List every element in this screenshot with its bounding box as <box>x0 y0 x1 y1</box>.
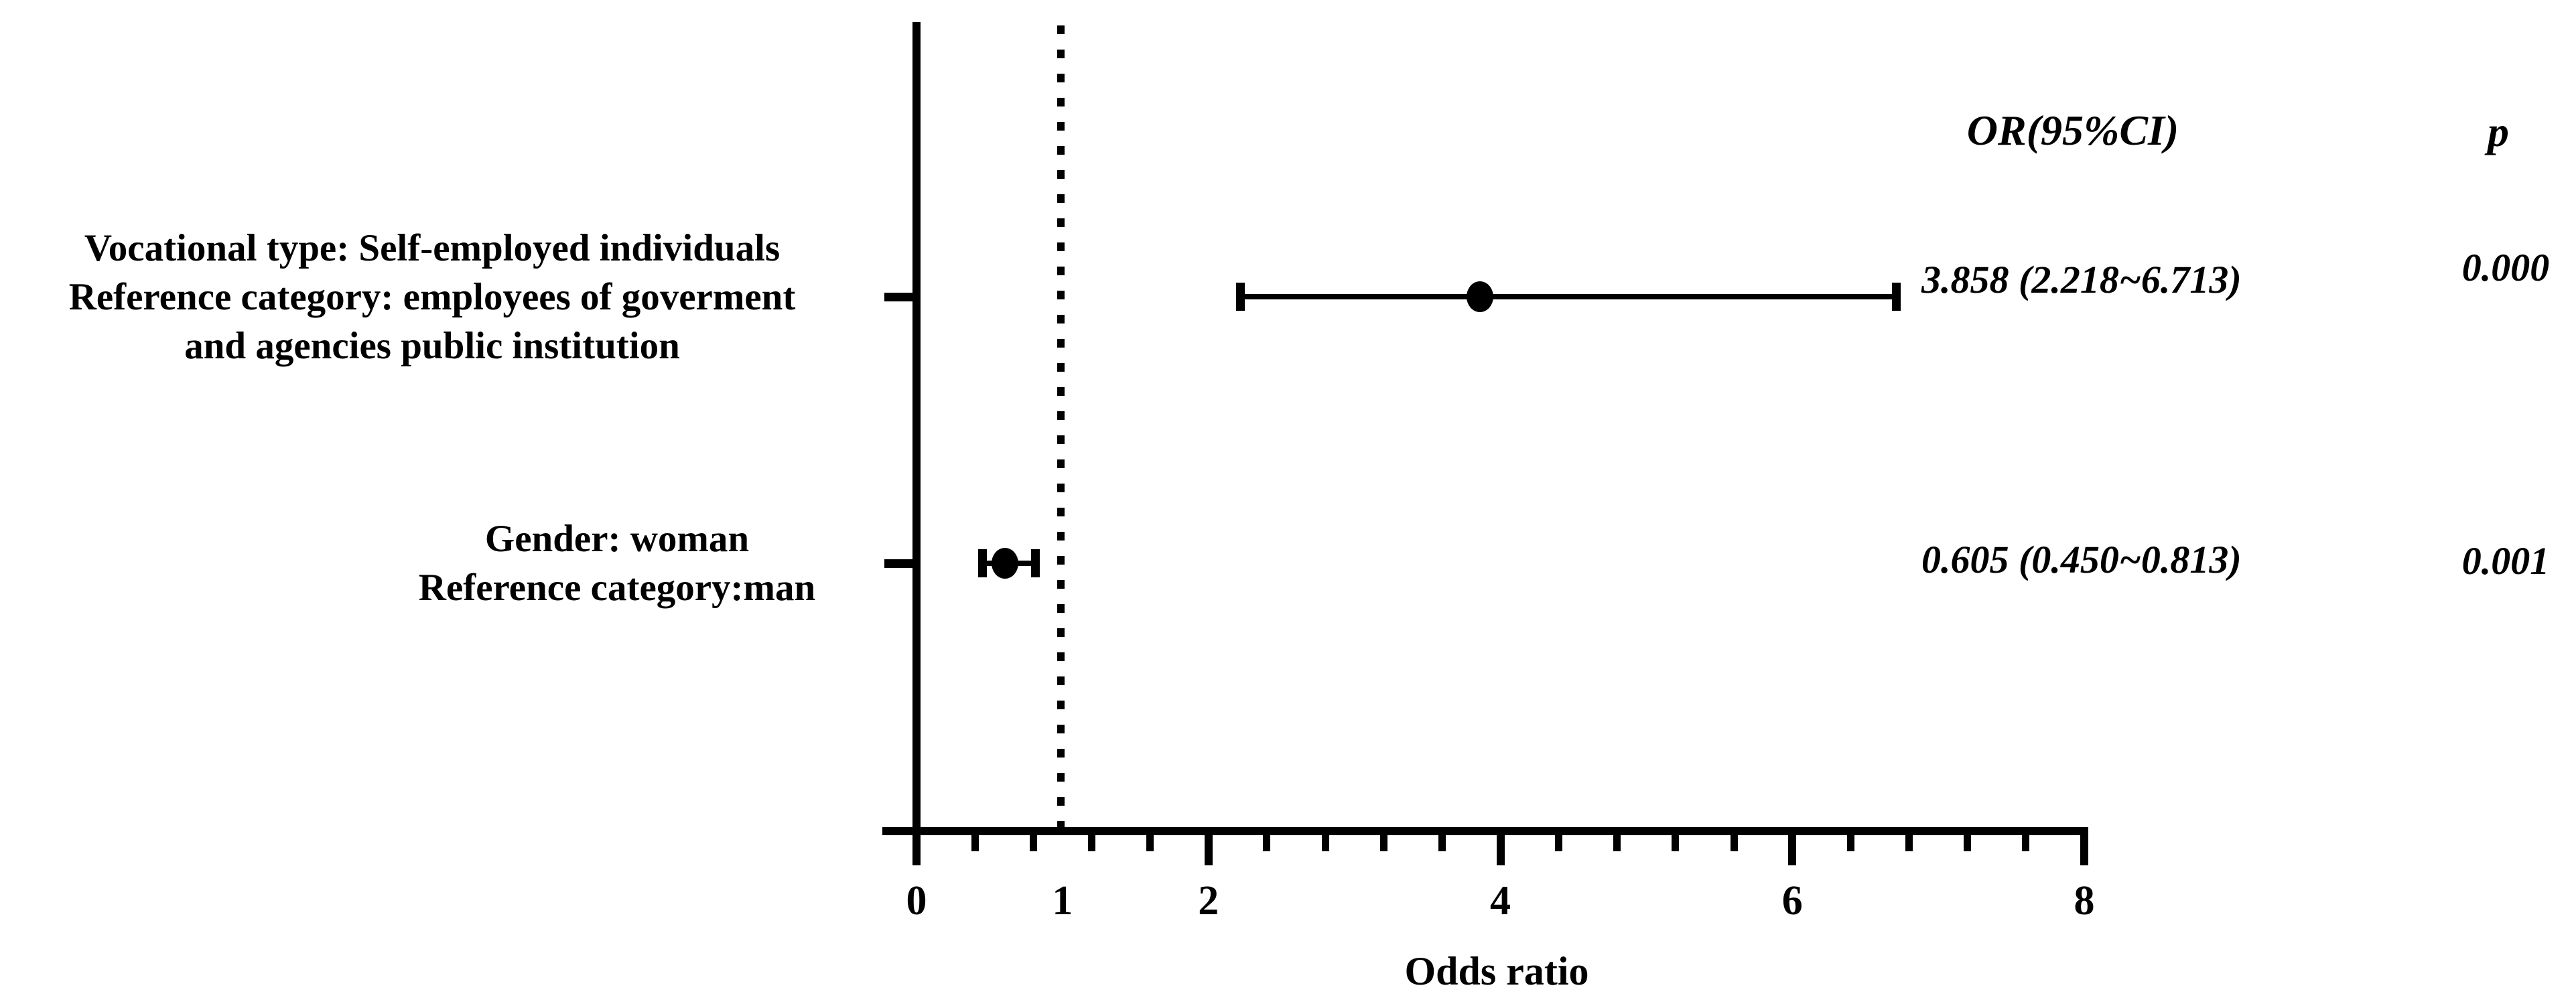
x-minor-tick <box>1379 835 1387 851</box>
or-ci-value: 0.605 (0.450~0.813) <box>1921 538 2242 581</box>
row-label-line: Gender: woman <box>484 518 750 560</box>
row-label: Vocational type: Self-employed individua… <box>0 224 901 370</box>
x-major-tick <box>1496 835 1505 865</box>
point-estimate-dot <box>991 548 1018 579</box>
x-minor-tick <box>1730 835 1738 851</box>
ci-cap-right <box>1030 549 1040 577</box>
ci-cap-left <box>977 549 987 577</box>
p-value: 0.001 <box>2461 539 2550 583</box>
x-major-tick <box>1788 835 1797 865</box>
or-ci-value: 3.858 (2.218~6.713) <box>1921 258 2242 301</box>
x-tick-label: 8 <box>2074 878 2095 924</box>
p-value: 0.000 <box>2461 246 2550 289</box>
x-major-tick <box>1204 835 1213 865</box>
or-ci-column-header: OR(95%CI) <box>1966 106 2179 154</box>
x-minor-tick <box>1146 835 1154 851</box>
x-minor-tick <box>971 835 979 851</box>
row-label-line: and agencies public institution <box>184 324 680 367</box>
row-axis-tick <box>884 292 917 301</box>
row-label-line: Vocational type: Self-employed individua… <box>84 226 781 269</box>
x-major-tick <box>2080 835 2088 865</box>
x-minor-tick <box>1672 835 1680 851</box>
x-tick-label: 4 <box>1490 878 1511 924</box>
x-tick-label: 2 <box>1198 878 1219 924</box>
x-tick-label: 6 <box>1781 878 1803 924</box>
x-minor-tick <box>1029 835 1037 851</box>
point-estimate-dot <box>1466 281 1493 312</box>
x-axis-title: Odds ratio <box>1404 949 1589 993</box>
x-minor-tick <box>1087 835 1095 851</box>
row-label: Gender: woman Reference category:man <box>148 514 1086 612</box>
x-tick-label: 0 <box>906 878 927 924</box>
x-minor-tick <box>1438 835 1446 851</box>
ci-line <box>1240 294 1897 299</box>
row-label-line: Reference category:man <box>418 567 816 609</box>
x-minor-tick <box>1846 835 1854 851</box>
x-major-tick <box>912 835 921 865</box>
x-minor-tick <box>1321 835 1329 851</box>
reference-line-or-1 <box>1057 25 1065 827</box>
x-tick-label: 1 <box>1052 878 1073 924</box>
x-minor-tick <box>1964 835 1972 851</box>
x-minor-tick <box>1555 835 1563 851</box>
x-axis-line <box>882 827 2088 835</box>
x-minor-tick <box>2022 835 2030 851</box>
x-minor-tick <box>1263 835 1271 851</box>
y-axis-spine <box>912 22 921 865</box>
x-minor-tick <box>1905 835 1913 851</box>
ci-cap-right <box>1892 283 1901 311</box>
x-minor-tick <box>1613 835 1621 851</box>
row-axis-tick <box>884 559 917 568</box>
p-column-header: p <box>2488 108 2509 155</box>
ci-cap-left <box>1235 283 1245 311</box>
row-label-line: Reference category: employees of goverme… <box>68 275 796 318</box>
